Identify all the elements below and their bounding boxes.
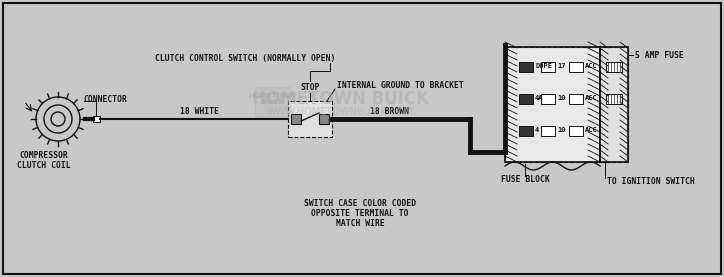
Bar — [541, 126, 555, 136]
Text: 4: 4 — [535, 127, 539, 133]
Text: 17: 17 — [557, 63, 565, 69]
Bar — [569, 126, 583, 136]
Bar — [519, 62, 533, 72]
Bar — [600, 47, 628, 162]
Text: OPPOSITE TERMINAL TO: OPPOSITE TERMINAL TO — [311, 209, 409, 219]
Text: 4A: 4A — [535, 95, 544, 101]
Text: ACC: ACC — [585, 95, 598, 101]
Bar — [569, 94, 583, 104]
Bar — [600, 47, 628, 162]
Bar — [519, 126, 533, 136]
Text: HOMETOWN
BUICK: HOMETOWN BUICK — [248, 93, 296, 106]
Bar — [505, 47, 600, 162]
Text: 10: 10 — [557, 127, 565, 133]
Text: 18 BROWN: 18 BROWN — [371, 106, 410, 116]
Text: INTERNAL GROUND TO BRACKET: INTERNAL GROUND TO BRACKET — [337, 81, 464, 89]
Text: MATCH WIRE: MATCH WIRE — [336, 219, 384, 229]
Text: ACC: ACC — [585, 127, 598, 133]
Bar — [288, 101, 332, 137]
Text: CONNECTOR: CONNECTOR — [83, 94, 127, 104]
Bar — [519, 94, 533, 104]
Bar — [541, 94, 555, 104]
Bar — [541, 62, 555, 72]
Bar — [93, 116, 100, 122]
Bar — [569, 62, 583, 72]
Bar — [255, 87, 290, 117]
Text: HOMETOWN BUICK: HOMETOWN BUICK — [251, 90, 429, 108]
Text: SWITCH CASE COLOR CODED: SWITCH CASE COLOR CODED — [304, 199, 416, 209]
Text: DOPE: DOPE — [535, 63, 552, 69]
Text: WWW.HOMETOWNBUICK.COM: WWW.HOMETOWNBUICK.COM — [266, 107, 413, 117]
Text: COMPRESSOR: COMPRESSOR — [20, 150, 68, 160]
Text: ACC: ACC — [585, 63, 598, 69]
Text: CLUTCH COIL: CLUTCH COIL — [17, 160, 71, 170]
Bar — [505, 47, 600, 162]
Text: CLUTCH CONTROL SWITCH (NORMALLY OPEN): CLUTCH CONTROL SWITCH (NORMALLY OPEN) — [155, 55, 335, 63]
Bar — [606, 62, 622, 72]
Text: FUSE BLOCK: FUSE BLOCK — [500, 176, 550, 184]
Text: 10: 10 — [557, 95, 565, 101]
Bar — [291, 114, 301, 124]
Bar — [606, 94, 622, 104]
Bar — [319, 114, 329, 124]
Text: TO IGNITION SWITCH: TO IGNITION SWITCH — [607, 178, 695, 186]
Text: STOP: STOP — [300, 83, 320, 91]
Text: 5 AMP FUSE: 5 AMP FUSE — [635, 50, 683, 60]
Text: 18 WHITE: 18 WHITE — [180, 106, 219, 116]
